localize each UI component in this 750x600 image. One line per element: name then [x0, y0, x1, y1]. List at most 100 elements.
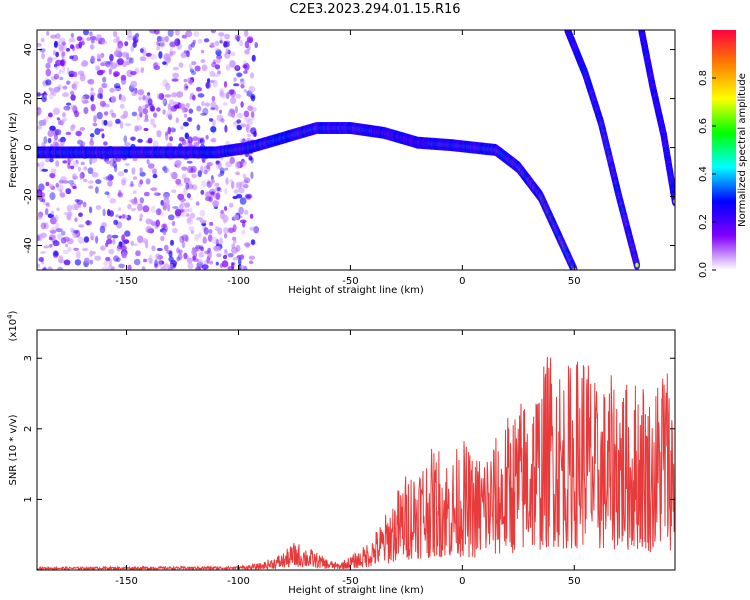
- noise-speckle: [139, 171, 146, 177]
- noise-speckle: [118, 263, 125, 269]
- noise-speckle: [124, 142, 131, 147]
- noise-speckle: [40, 250, 46, 254]
- y-tick-label: 20: [23, 92, 34, 105]
- noise-speckle: [165, 133, 169, 141]
- noise-speckle: [130, 136, 136, 141]
- noise-speckle: [38, 211, 44, 218]
- noise-speckle: [228, 89, 235, 95]
- y-tick-label: 1: [23, 496, 34, 502]
- noise-speckle: [196, 105, 202, 112]
- noise-speckle: [164, 167, 170, 173]
- noise-speckle: [99, 225, 106, 234]
- noise-speckle: [169, 41, 176, 48]
- noise-speckle: [81, 95, 86, 103]
- noise-speckle: [150, 118, 155, 126]
- noise-speckle: [233, 77, 237, 82]
- noise-speckle: [247, 118, 254, 126]
- noise-speckle: [160, 266, 166, 270]
- noise-speckle: [41, 52, 46, 60]
- noise-speckle: [169, 172, 173, 177]
- noise-speckle: [37, 263, 41, 268]
- noise-speckle: [240, 101, 244, 108]
- noise-speckle: [249, 226, 255, 231]
- noise-speckle: [224, 124, 228, 133]
- noise-speckle: [203, 170, 208, 175]
- noise-speckle: [229, 60, 236, 68]
- noise-speckle: [149, 53, 157, 60]
- noise-speckle: [132, 41, 137, 48]
- noise-speckle: [225, 48, 230, 54]
- noise-speckle: [192, 39, 196, 45]
- noise-speckle: [108, 210, 114, 217]
- x-tick-label: -150: [115, 576, 138, 587]
- noise-speckle: [250, 117, 256, 121]
- noise-speckle: [62, 92, 69, 97]
- noise-speckle: [219, 167, 225, 175]
- noise-speckle: [89, 44, 95, 50]
- noise-speckle: [101, 266, 109, 270]
- noise-speckle: [116, 44, 123, 49]
- noise-speckle: [243, 110, 250, 118]
- noise-speckle: [116, 244, 123, 249]
- noise-speckle: [79, 127, 86, 131]
- noise-speckle: [118, 93, 122, 101]
- noise-speckle: [77, 70, 85, 76]
- snr-y-axis-title: SNR (10 * v/v): [8, 414, 19, 485]
- noise-speckle: [199, 138, 204, 143]
- noise-speckle: [187, 217, 192, 224]
- noise-speckle: [150, 105, 156, 112]
- noise-speckle: [147, 228, 153, 234]
- noise-speckle: [156, 35, 162, 42]
- noise-speckle: [155, 253, 162, 260]
- noise-speckle: [78, 224, 85, 228]
- noise-speckle: [211, 95, 216, 102]
- noise-speckle: [222, 254, 228, 260]
- noise-speckle: [162, 229, 167, 236]
- noise-speckle: [117, 171, 125, 177]
- noise-speckle: [49, 158, 54, 163]
- noise-speckle: [126, 30, 133, 38]
- noise-speckle: [86, 220, 90, 226]
- noise-speckle: [243, 184, 249, 189]
- snr-marks: [37, 356, 675, 570]
- noise-speckle: [65, 102, 72, 106]
- noise-speckle: [224, 187, 228, 195]
- noise-speckle: [243, 242, 251, 247]
- noise-speckle: [132, 176, 138, 180]
- noise-speckle: [43, 266, 47, 270]
- x-tick-label: 0: [459, 576, 465, 587]
- noise-speckle: [188, 108, 194, 114]
- noise-speckle: [143, 258, 147, 263]
- noise-speckle: [139, 111, 143, 118]
- noise-speckle: [250, 239, 256, 246]
- noise-speckle: [229, 89, 236, 98]
- snr-y-unit-base: (x10: [8, 319, 19, 342]
- noise-speckle: [192, 94, 196, 101]
- noise-speckle: [60, 58, 67, 67]
- noise-speckle: [44, 208, 49, 216]
- noise-speckle: [37, 213, 42, 218]
- noise-speckle: [137, 203, 143, 212]
- noise-speckle: [180, 211, 188, 218]
- noise-speckle: [143, 191, 150, 197]
- noise-speckle: [94, 255, 102, 261]
- noise-speckle: [45, 68, 52, 77]
- noise-speckle: [209, 80, 215, 83]
- noise-speckle: [229, 156, 235, 164]
- noise-speckle: [217, 70, 221, 75]
- noise-speckle: [244, 40, 250, 49]
- noise-speckle: [56, 233, 63, 241]
- noise-speckle: [71, 83, 76, 89]
- noise-speckle: [183, 83, 188, 91]
- noise-speckle: [115, 214, 120, 218]
- noise-speckle: [120, 94, 126, 103]
- noise-speckle: [60, 139, 65, 147]
- noise-speckle: [111, 112, 117, 118]
- noise-speckle: [47, 55, 52, 63]
- noise-speckle: [49, 229, 57, 234]
- noise-speckle: [219, 109, 222, 115]
- noise-speckle: [145, 218, 152, 225]
- noise-speckle: [197, 258, 203, 264]
- noise-speckle: [73, 233, 77, 238]
- noise-speckle: [199, 245, 204, 250]
